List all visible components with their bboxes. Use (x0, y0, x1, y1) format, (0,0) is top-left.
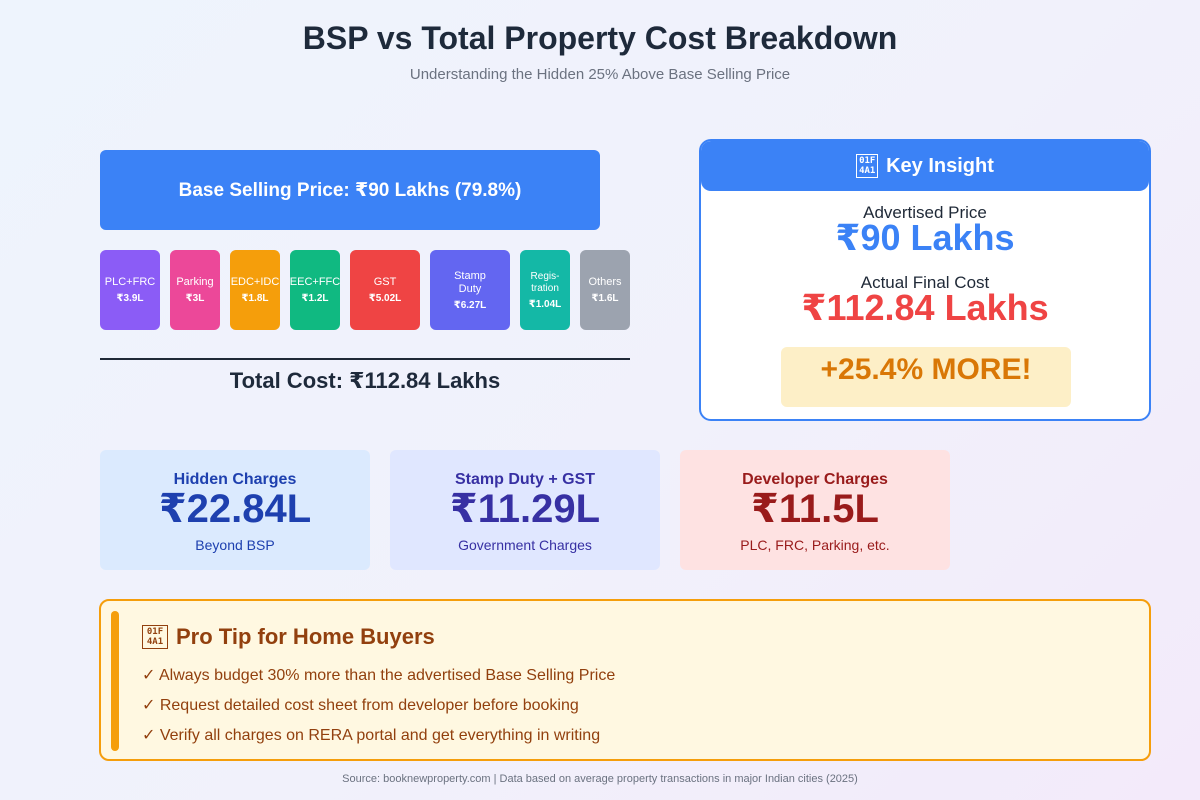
actual-cost-label: Actual Final Cost (860, 273, 990, 292)
advertised-price-value: ₹90 Lakhs (835, 217, 1015, 258)
card-subtitle: Beyond BSP (195, 537, 275, 553)
component-label: PLC+FRC (104, 276, 156, 288)
pro-tip-item: ✓ Request detailed cost sheet from devel… (142, 697, 579, 714)
component-value: ₹3.9L (116, 293, 144, 304)
lightbulb-icon: 01F 4A1 (142, 625, 168, 649)
component-label: Stamp Duty (454, 269, 486, 295)
bsp-bar: Base Selling Price: ₹90 Lakhs (79.8%) (100, 150, 600, 230)
card-title: Developer Charges (742, 471, 888, 488)
pro-tip-item: ✓ Always budget 30% more than the advert… (142, 667, 616, 684)
component-value: ₹1.2L (301, 293, 329, 304)
component-label: GST (373, 276, 397, 288)
component-value: ₹1.04L (528, 298, 562, 310)
cost-component-gst: GST ₹5.02L (350, 250, 420, 330)
component-label: Others (588, 276, 622, 288)
card-value: ₹11.5L (751, 487, 879, 531)
card-value: ₹22.84L (158, 487, 312, 531)
actual-cost-value: ₹112.84 Lakhs (801, 287, 1049, 328)
component-value: ₹1.8L (241, 293, 269, 304)
component-label: EEC+FFC (290, 276, 340, 288)
page-subtitle: Understanding the Hidden 25% Above Base … (409, 66, 791, 83)
card-title: Hidden Charges (173, 471, 297, 488)
cost-component-eec-ffc: EEC+FFC ₹1.2L (290, 250, 340, 330)
cost-component-others: Others ₹1.6L (580, 250, 630, 330)
pro-tip-title-text: Pro Tip for Home Buyers (176, 624, 435, 649)
cost-component-plc-frc: PLC+FRC ₹3.9L (100, 250, 160, 330)
card-value: ₹11.29L (449, 487, 601, 531)
component-label: Parking (176, 276, 214, 288)
card-title: Stamp Duty + GST (454, 471, 596, 488)
key-insight-panel: 01F 4A1 Key Insight Advertised Price ₹90… (699, 139, 1151, 421)
card-developer-charges: Developer Charges ₹11.5L PLC, FRC, Parki… (680, 450, 950, 570)
component-value: ₹1.6L (591, 293, 619, 304)
card-subtitle: Government Charges (458, 537, 592, 553)
pro-tip-panel: 01F 4A1 Pro Tip for Home Buyers ✓ Always… (99, 599, 1151, 761)
cost-component-regis-tration: Regis- tration ₹1.04L (520, 250, 570, 330)
key-insight-header: 01F 4A1 Key Insight (701, 141, 1149, 191)
cost-component-edc-idc: EDC+IDC ₹1.8L (230, 250, 280, 330)
total-divider (100, 358, 630, 360)
card-subtitle: PLC, FRC, Parking, etc. (740, 537, 890, 553)
card-stamp-duty-gst: Stamp Duty + GST ₹11.29L Government Char… (390, 450, 660, 570)
total-cost-label: Total Cost: ₹112.84 Lakhs (229, 368, 501, 393)
advertised-price-label: Advertised Price (863, 203, 987, 222)
component-value: ₹5.02L (368, 293, 402, 304)
component-value: ₹3L (185, 293, 205, 304)
card-hidden-charges: Hidden Charges ₹22.84L Beyond BSP (100, 450, 370, 570)
component-label: EDC+IDC (230, 276, 280, 288)
pro-tip-item: ✓ Verify all charges on RERA portal and … (142, 727, 601, 744)
cost-component-stamp-duty: Stamp Duty ₹6.27L (430, 250, 510, 330)
source-footnote: Source: booknewproperty.com | Data based… (342, 773, 858, 785)
page-title: BSP vs Total Property Cost Breakdown (302, 20, 898, 56)
component-label: Regis- tration (530, 270, 560, 294)
more-percent-badge: +25.4% MORE! (781, 347, 1071, 407)
key-insight-title: Key Insight (886, 154, 994, 177)
pro-tip-accent-bar (111, 611, 119, 751)
component-value: ₹6.27L (453, 299, 487, 311)
cost-component-parking: Parking ₹3L (170, 250, 220, 330)
bsp-bar-label: Base Selling Price: ₹90 Lakhs (79.8%) (178, 179, 522, 201)
pro-tip-title: 01F 4A1 Pro Tip for Home Buyers (142, 624, 435, 650)
lightbulb-icon: 01F 4A1 (856, 154, 879, 178)
